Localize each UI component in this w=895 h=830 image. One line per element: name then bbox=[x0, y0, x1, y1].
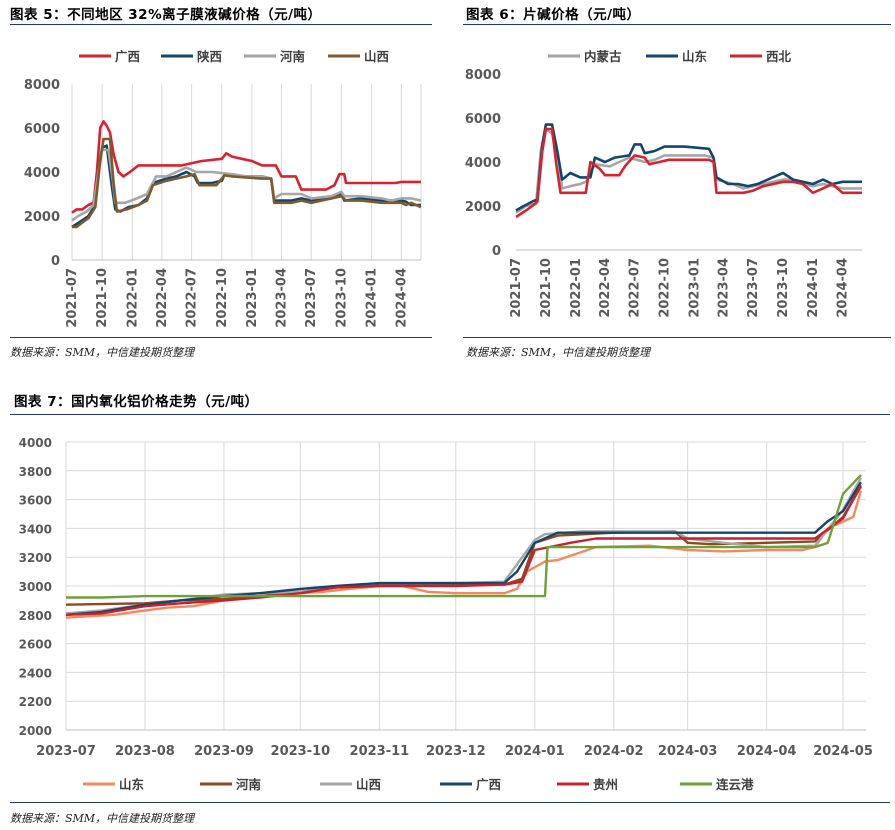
chart6-top-rule bbox=[463, 24, 891, 25]
c5-ytick-label: 2000 bbox=[24, 210, 60, 225]
c5-ytick-label: 0 bbox=[51, 254, 60, 269]
c6-legend-label: 内蒙古 bbox=[584, 49, 622, 64]
c7-xtick-label: 2023-09 bbox=[194, 744, 254, 759]
c7-xtick-label: 2023-11 bbox=[350, 744, 410, 759]
c5-xtick-label: 2024-04 bbox=[394, 268, 409, 328]
c6-xtick-label: 2022-10 bbox=[657, 258, 672, 318]
c5-series-line-0 bbox=[71, 120, 421, 214]
c7-legend-label: 连云港 bbox=[716, 777, 754, 792]
c7-xtick-label: 2023-08 bbox=[115, 744, 175, 759]
c6-ytick-label: 0 bbox=[492, 244, 501, 259]
c6-legend-label: 西北 bbox=[766, 49, 792, 64]
c7-xtick-label: 2024-05 bbox=[813, 744, 873, 759]
c6-plot: 0 2000 4000 6000 8000 2021-07 2021-10 2022-01 20… bbox=[465, 49, 862, 318]
c5-ytick-label: 6000 bbox=[24, 122, 60, 137]
c6-ytick-label: 6000 bbox=[465, 112, 501, 127]
chart7-title: 图表 7：国内氧化铝价格走势（元/吨） bbox=[14, 394, 259, 410]
c7-ytick-label: 3200 bbox=[19, 551, 52, 565]
c5-xtick-label: 2022-01 bbox=[125, 268, 140, 328]
c5-ytick-label: 8000 bbox=[24, 78, 60, 93]
c7-series-line-0 bbox=[65, 490, 863, 619]
c7-xtick-label: 2023-10 bbox=[271, 744, 331, 759]
c5-plot: 0 2000 4000 6000 8000 2021-07 2021-10 2022-01 20… bbox=[24, 49, 422, 328]
c7-xtick-label: 2024-04 bbox=[737, 744, 797, 759]
c7-series-line-4 bbox=[65, 484, 862, 616]
chart5-title: 图表 5：不同地区 32%离子膜液碱价格（元/吨） bbox=[10, 7, 322, 23]
c6-xtick-label: 2024-01 bbox=[806, 258, 821, 318]
c7-ytick-label: 4000 bbox=[19, 436, 52, 450]
c5-xtick-label: 2021-07 bbox=[65, 268, 80, 328]
chart7-source: 数据来源：SMM，中信建投期货整理 bbox=[10, 812, 195, 825]
c7-ytick-label: 2600 bbox=[19, 638, 52, 652]
c7-ytick-label: 2400 bbox=[19, 666, 52, 680]
c6-xtick-label: 2023-07 bbox=[746, 258, 761, 318]
c5-xtick-label: 2023-10 bbox=[334, 268, 349, 328]
c7-xtick-label: 2024-03 bbox=[658, 744, 718, 759]
chart6-source: 数据来源：SMM，中信建投期货整理 bbox=[466, 346, 651, 359]
chart5-bottom-rule bbox=[10, 337, 432, 338]
chart6-title: 图表 6：片碱价格（元/吨） bbox=[466, 7, 641, 23]
c7-legend-label: 河南 bbox=[236, 777, 262, 792]
c6-ytick-label: 8000 bbox=[465, 68, 501, 83]
c5-xtick-label: 2023-07 bbox=[304, 268, 319, 328]
c7-legend-label: 广西 bbox=[476, 777, 501, 792]
c6-xtick-label: 2021-07 bbox=[509, 258, 524, 318]
c5-ytick-label: 4000 bbox=[24, 166, 60, 181]
chart7-bottom-rule bbox=[10, 802, 890, 803]
chart5-source: 数据来源：SMM，中信建投期货整理 bbox=[10, 346, 195, 359]
c5-series-line-2 bbox=[71, 148, 422, 222]
c7-ytick-label: 3800 bbox=[19, 465, 52, 479]
chart6-bottom-rule bbox=[463, 337, 891, 338]
c5-xtick-label: 2022-07 bbox=[185, 268, 200, 328]
c6-series-line-2 bbox=[515, 127, 862, 219]
c7-ytick-label: 2800 bbox=[19, 609, 52, 623]
c7-xtick-label: 2024-02 bbox=[584, 744, 644, 759]
c6-xtick-label: 2023-04 bbox=[717, 258, 732, 318]
c6-xtick-label: 2022-04 bbox=[598, 258, 613, 318]
c6-xtick-label: 2022-07 bbox=[628, 258, 643, 318]
c7-ytick-label: 3600 bbox=[19, 494, 52, 508]
c7-legend-label: 山东 bbox=[119, 777, 145, 792]
c6-xtick-label: 2022-01 bbox=[569, 258, 584, 318]
c7-series-line-3 bbox=[65, 481, 862, 616]
c5-legend-label: 山西 bbox=[364, 49, 389, 64]
c7-plot: 2000 2200 2400 2600 2800 3000 3200 3400 3600 3800… bbox=[19, 436, 873, 792]
chart7-top-rule bbox=[10, 414, 890, 415]
c5-xtick-label: 2023-01 bbox=[245, 268, 260, 328]
c7-xtick-label: 2023-12 bbox=[426, 744, 486, 759]
c7-ytick-label: 2000 bbox=[19, 724, 52, 738]
c6-xtick-label: 2024-04 bbox=[836, 258, 851, 318]
c5-xtick-label: 2021-10 bbox=[95, 268, 110, 328]
chart5-top-rule bbox=[10, 24, 432, 25]
c5-legend-label: 河南 bbox=[280, 49, 306, 64]
c5-legend-label: 广西 bbox=[115, 49, 140, 64]
c5-series-line-3 bbox=[72, 137, 422, 229]
c5-xtick-label: 2023-04 bbox=[274, 268, 289, 328]
c7-ytick-label: 3400 bbox=[19, 522, 52, 536]
c7-legend-label: 山西 bbox=[356, 777, 381, 792]
c7-xtick-label: 2024-01 bbox=[505, 744, 565, 759]
c7-ytick-label: 3000 bbox=[19, 580, 52, 594]
c5-xtick-label: 2024-01 bbox=[365, 268, 380, 328]
c6-xtick-label: 2023-10 bbox=[776, 258, 791, 318]
c5-xtick-label: 2022-10 bbox=[215, 268, 230, 328]
c7-ytick-label: 2200 bbox=[19, 695, 52, 709]
c7-xtick-label: 2023-07 bbox=[36, 744, 96, 759]
c6-ytick-label: 4000 bbox=[465, 156, 501, 171]
c5-legend-label: 陕西 bbox=[197, 49, 222, 64]
c5-xtick-label: 2022-04 bbox=[155, 268, 170, 328]
c6-xtick-label: 2023-01 bbox=[687, 258, 702, 318]
c7-legend-label: 贵州 bbox=[593, 777, 618, 792]
c7-series-line-5 bbox=[66, 474, 862, 599]
c6-legend-label: 山东 bbox=[682, 49, 708, 64]
c6-xtick-label: 2021-10 bbox=[539, 258, 554, 318]
c6-ytick-label: 2000 bbox=[465, 200, 501, 215]
